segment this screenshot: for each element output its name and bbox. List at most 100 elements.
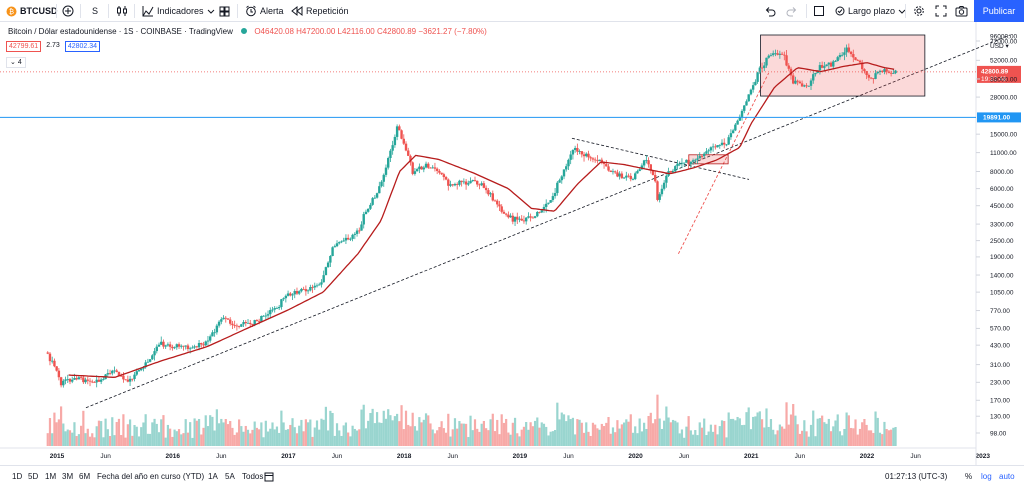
- range-1y[interactable]: 1A: [208, 472, 218, 481]
- volume-bar: [749, 429, 753, 446]
- undo-button[interactable]: [764, 0, 776, 22]
- candle-body: [496, 200, 499, 205]
- volume-bar: [783, 428, 786, 446]
- volume-bar: [242, 431, 245, 446]
- candle-body: [95, 379, 98, 383]
- candle-body: [380, 181, 383, 187]
- percent-toggle[interactable]: %: [965, 472, 973, 481]
- volume-bar: [420, 422, 423, 446]
- candle-body: [451, 184, 454, 186]
- range-6m[interactable]: 6M: [79, 472, 91, 481]
- candle-body: [235, 325, 239, 327]
- divider: [905, 4, 906, 18]
- candle-body: [226, 318, 230, 320]
- candle-body: [99, 379, 103, 382]
- volume-bar: [407, 424, 410, 446]
- time-axis[interactable]: 2015 Jun 2016 Jun 2017 Jun 2018 Jun 2019 Jun 2020 J…: [50, 448, 991, 465]
- candle-body: [767, 55, 770, 58]
- interval-button[interactable]: S: [92, 0, 98, 22]
- volume-bar: [108, 436, 112, 446]
- candle-body: [562, 169, 566, 177]
- volume-bar: [202, 427, 205, 446]
- volume-bar: [197, 418, 201, 446]
- range-ytd[interactable]: Fecha del año en curso (YTD): [97, 472, 205, 481]
- snapshot-button[interactable]: [955, 0, 968, 22]
- range-3m[interactable]: 3M: [62, 472, 74, 481]
- publish-button[interactable]: Publicar: [974, 0, 1024, 22]
- log-toggle[interactable]: log: [981, 472, 992, 481]
- volume-bar: [507, 432, 510, 446]
- volume-bar: [151, 422, 154, 446]
- bar-style-button[interactable]: [116, 0, 128, 22]
- candle-body: [751, 85, 755, 90]
- replay-button[interactable]: Repetición: [291, 0, 349, 22]
- templates-icon: [219, 6, 230, 17]
- volume-bar: [511, 422, 514, 446]
- candle-body: [571, 149, 575, 155]
- redo-button[interactable]: [786, 0, 798, 22]
- layout-name-button[interactable]: Largo plazo: [835, 0, 906, 22]
- volume-bar: [740, 425, 744, 446]
- candle-body: [71, 379, 74, 382]
- sell-price[interactable]: 42799.61: [6, 41, 42, 52]
- y-tick-label: 11000.00: [990, 150, 1017, 157]
- clock-label[interactable]: 01:27:13 (UTC-3): [885, 472, 948, 481]
- range-1m[interactable]: 1M: [45, 472, 57, 481]
- undo-icon: [764, 5, 776, 17]
- volume-bar: [885, 429, 888, 446]
- y-tick-label: 1400.00: [990, 272, 1014, 279]
- calendar-icon[interactable]: [264, 466, 274, 488]
- settings-button[interactable]: [913, 0, 925, 22]
- candle-body: [106, 373, 110, 375]
- layout-button[interactable]: [813, 0, 825, 22]
- indicators-collapse-button[interactable]: ⌄ 4: [6, 57, 26, 68]
- volume-bar: [841, 435, 844, 446]
- volume-bar: [431, 429, 434, 446]
- candle-body: [780, 53, 784, 55]
- candle-body: [242, 322, 245, 325]
- candle-body: [482, 183, 486, 188]
- candle-body: [144, 362, 147, 368]
- volume-bar: [827, 418, 830, 446]
- volume-bar: [587, 431, 590, 446]
- buy-price[interactable]: 42802.34: [64, 41, 101, 52]
- range-1d[interactable]: 1D: [12, 472, 23, 481]
- fullscreen-button[interactable]: [935, 0, 947, 22]
- candle-body: [375, 193, 379, 198]
- volume-bar: [578, 419, 581, 446]
- candle-body: [318, 284, 321, 286]
- volume-bar: [251, 429, 254, 446]
- candle-body: [585, 153, 588, 157]
- candle-body: [351, 234, 354, 239]
- volume-bar: [375, 412, 379, 446]
- symbol-search[interactable]: ₿ BTCUSD: [6, 0, 58, 22]
- volume-bar: [97, 420, 101, 446]
- auto-toggle[interactable]: auto: [999, 472, 1015, 481]
- alert-button[interactable]: Alerta: [245, 0, 284, 22]
- range-5y[interactable]: 5A: [225, 472, 235, 481]
- volume-bar: [678, 433, 681, 446]
- volume-bar: [175, 431, 178, 446]
- candle-body: [315, 285, 319, 287]
- candle-body: [536, 211, 539, 217]
- volume-bar: [778, 424, 781, 446]
- templates-button[interactable]: [219, 0, 230, 22]
- volume-bar: [88, 436, 92, 446]
- indicators-button[interactable]: Indicadores: [142, 0, 215, 22]
- volume-bar: [360, 409, 363, 446]
- range-all[interactable]: Todos: [242, 472, 264, 481]
- volume-bar: [451, 429, 454, 446]
- volume-bar: [291, 418, 294, 446]
- candle-body: [863, 69, 866, 72]
- candle-body: [493, 200, 497, 202]
- add-compare-button[interactable]: [62, 0, 74, 22]
- candle-body: [429, 167, 432, 169]
- range-5d[interactable]: 5D: [28, 472, 39, 481]
- candle-body: [814, 72, 817, 75]
- candle-body: [600, 159, 604, 163]
- candle-body: [184, 345, 187, 347]
- candle-body: [460, 180, 463, 182]
- volume-bar: [444, 432, 448, 446]
